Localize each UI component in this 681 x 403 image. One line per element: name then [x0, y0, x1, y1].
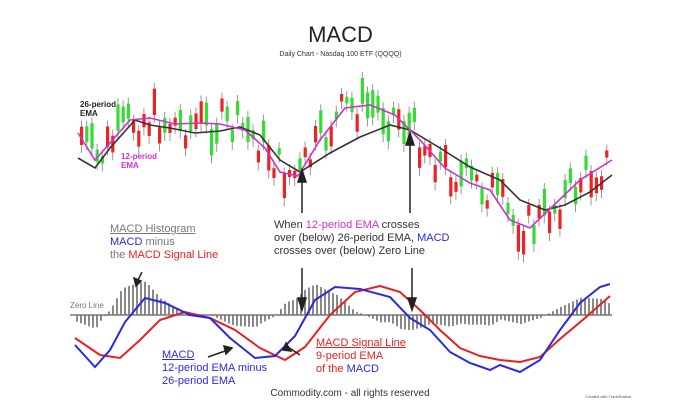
macd-annotation: MACD 12-period EMA minus 26-period EMA — [162, 349, 268, 387]
ema12-line — [77, 104, 613, 229]
histogram-annotation: MACD Histogram MACD minus the MACD Signa… — [110, 223, 219, 261]
ema26-line — [77, 119, 613, 211]
macd-line — [74, 283, 611, 374]
ema26-label: 26-period EMA — [80, 100, 117, 118]
signal-line — [74, 284, 611, 364]
zero-line-label: Zero Line — [70, 301, 104, 310]
crossover-arrows — [132, 130, 418, 358]
tradestation-credit: Created with TradeStation — [585, 394, 632, 399]
ema12-label: 12-period EMA — [121, 152, 158, 170]
chart-title: MACD — [308, 22, 373, 47]
crossover-annotation: When 12-period EMA crosses over (below) … — [274, 219, 450, 258]
chart-subtitle: Daily Chart - Nasdaq 100 ETF (QQQQ) — [279, 51, 402, 58]
signal-annotation: MACD Signal Line 9-period EMA of the MAC… — [316, 337, 406, 375]
copyright-footer: Commodity.com - all rights reserved — [270, 388, 430, 399]
